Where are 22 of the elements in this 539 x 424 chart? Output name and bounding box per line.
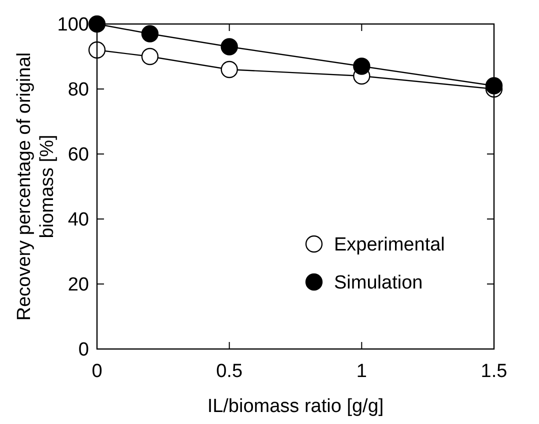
y-tick-label: 80 <box>68 80 89 101</box>
legend-label: Simulation <box>334 272 423 294</box>
point <box>141 25 159 42</box>
x-axis-title: IL/biomass ratio [g/g] <box>207 396 384 417</box>
y-tick-label: 40 <box>68 210 89 231</box>
point <box>485 77 503 94</box>
point <box>220 60 238 78</box>
legend-label: Experimental <box>334 234 445 256</box>
y-tick-label: 20 <box>68 274 89 296</box>
x-tick-label: 1.5 <box>480 361 508 382</box>
point <box>141 48 159 66</box>
x-tick-label: 0 <box>92 361 102 382</box>
y-tick-label: 60 <box>68 144 89 166</box>
y-tick-label: 0 <box>78 340 89 361</box>
y-tick-label: 100 <box>57 14 89 36</box>
point <box>220 38 238 56</box>
point <box>88 15 106 33</box>
x-tick-label: 0.5 <box>216 361 243 382</box>
y-axis-title: Recovery percentage of original biomass [%] <box>14 52 58 321</box>
point <box>353 58 370 75</box>
point <box>88 41 106 59</box>
x-tick-label: 1 <box>356 361 367 382</box>
